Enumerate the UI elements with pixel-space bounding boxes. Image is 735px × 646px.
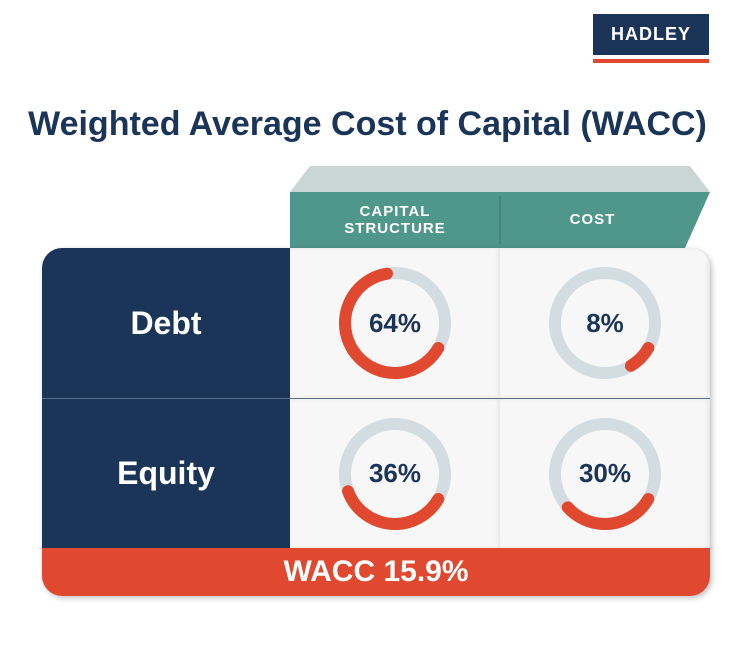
cell-equity-cost: 30% bbox=[500, 399, 710, 548]
brand-name: HADLEY bbox=[593, 14, 709, 55]
col-header-cost: COST bbox=[500, 192, 685, 248]
donut-equity-structure: 36% bbox=[335, 414, 455, 534]
col-header-capital-structure: CAPITAL STRUCTURE bbox=[290, 192, 500, 248]
brand-logo: HADLEY bbox=[593, 14, 709, 63]
donut-equity-cost: 30% bbox=[545, 414, 665, 534]
donut-label: 64% bbox=[335, 263, 455, 383]
donut-debt-cost: 8% bbox=[545, 263, 665, 383]
cell-debt-cost: 8% bbox=[500, 248, 710, 398]
row-label-debt: Debt bbox=[42, 248, 290, 398]
row-label-equity: Equity bbox=[42, 399, 290, 548]
column-header-labels: CAPITAL STRUCTURE COST bbox=[290, 192, 710, 248]
donut-label: 30% bbox=[545, 414, 665, 534]
row-equity: Equity 36% 30% bbox=[42, 398, 710, 548]
donut-label: 8% bbox=[545, 263, 665, 383]
page-title: Weighted Average Cost of Capital (WACC) bbox=[0, 105, 735, 144]
header-arrow-top bbox=[290, 166, 710, 192]
wacc-table: Debt 64% 8% Equity 36% 30% WACC 15.9% bbox=[42, 248, 710, 596]
brand-underline bbox=[593, 59, 709, 63]
donut-label: 36% bbox=[335, 414, 455, 534]
wacc-footer: WACC 15.9% bbox=[42, 548, 710, 596]
donut-debt-structure: 64% bbox=[335, 263, 455, 383]
row-debt: Debt 64% 8% bbox=[42, 248, 710, 398]
cell-debt-structure: 64% bbox=[290, 248, 500, 398]
cell-equity-structure: 36% bbox=[290, 399, 500, 548]
